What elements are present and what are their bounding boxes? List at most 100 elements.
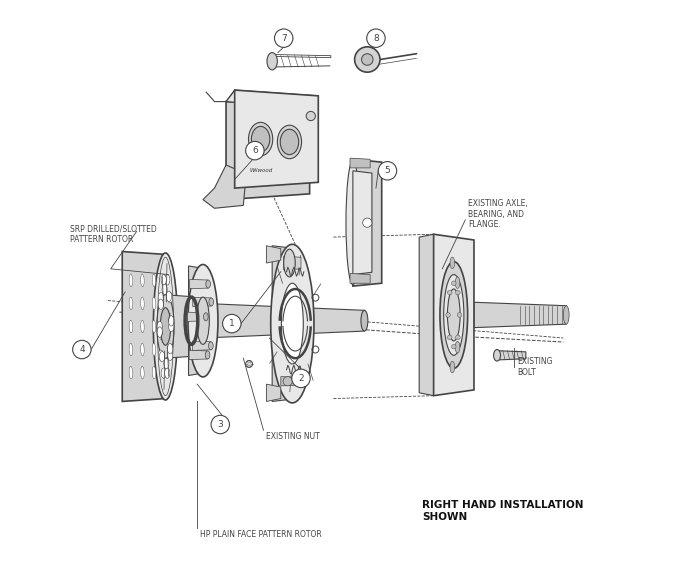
Ellipse shape (129, 366, 132, 379)
Ellipse shape (251, 127, 270, 152)
Polygon shape (272, 246, 297, 402)
Ellipse shape (129, 297, 132, 310)
Polygon shape (267, 246, 281, 263)
Ellipse shape (160, 351, 164, 362)
Ellipse shape (141, 297, 144, 310)
Polygon shape (203, 303, 365, 338)
Ellipse shape (129, 343, 132, 356)
Text: 5: 5 (384, 166, 391, 175)
Ellipse shape (277, 125, 302, 159)
Ellipse shape (161, 275, 167, 285)
Text: RIGHT HAND INSTALLATION
SHOWN: RIGHT HAND INSTALLATION SHOWN (422, 500, 584, 522)
Polygon shape (234, 90, 318, 188)
Polygon shape (350, 158, 370, 168)
Ellipse shape (188, 265, 218, 377)
Circle shape (452, 344, 456, 349)
Circle shape (306, 112, 316, 121)
Ellipse shape (153, 253, 178, 400)
Ellipse shape (361, 310, 368, 331)
Polygon shape (203, 165, 246, 208)
Ellipse shape (157, 321, 162, 332)
Text: EXISTING NUT: EXISTING NUT (267, 432, 320, 440)
Polygon shape (193, 297, 211, 306)
Ellipse shape (450, 361, 455, 373)
Circle shape (246, 142, 264, 160)
Ellipse shape (129, 320, 132, 333)
Polygon shape (474, 302, 566, 328)
Polygon shape (188, 312, 206, 321)
Ellipse shape (197, 297, 209, 344)
Ellipse shape (152, 366, 155, 379)
Circle shape (283, 377, 293, 386)
Text: EXISTING AXLE,
BEARING, AND
FLANGE.: EXISTING AXLE, BEARING, AND FLANGE. (468, 199, 528, 229)
Ellipse shape (152, 343, 155, 356)
Circle shape (274, 29, 293, 47)
Ellipse shape (246, 361, 253, 368)
Text: SRP DRILLED/SLOTTED
PATTERN ROTOR: SRP DRILLED/SLOTTED PATTERN ROTOR (70, 224, 157, 244)
Ellipse shape (494, 350, 500, 361)
Circle shape (456, 290, 460, 295)
Ellipse shape (129, 274, 132, 287)
Text: Wilwood: Wilwood (249, 168, 272, 173)
Polygon shape (419, 234, 433, 396)
Ellipse shape (164, 368, 170, 378)
Circle shape (361, 54, 373, 65)
Ellipse shape (447, 309, 452, 321)
Ellipse shape (267, 53, 277, 70)
Ellipse shape (167, 350, 173, 361)
Polygon shape (193, 341, 211, 350)
Ellipse shape (209, 298, 214, 306)
Ellipse shape (444, 275, 464, 355)
Circle shape (456, 335, 460, 340)
Ellipse shape (450, 257, 455, 269)
Text: 3: 3 (218, 420, 223, 429)
Polygon shape (267, 384, 281, 402)
Text: 7: 7 (281, 34, 286, 43)
Ellipse shape (152, 320, 155, 333)
Ellipse shape (455, 342, 460, 353)
Ellipse shape (141, 320, 144, 333)
Ellipse shape (204, 313, 208, 321)
Ellipse shape (167, 292, 173, 303)
Ellipse shape (158, 350, 163, 361)
Text: 2: 2 (298, 374, 304, 383)
Ellipse shape (169, 316, 174, 326)
Text: HP PLAIN FACE PATTERN ROTOR: HP PLAIN FACE PATTERN ROTOR (200, 529, 322, 539)
Ellipse shape (164, 358, 169, 369)
Circle shape (447, 335, 452, 340)
Ellipse shape (152, 274, 155, 287)
Polygon shape (226, 102, 309, 199)
Ellipse shape (564, 306, 569, 324)
Ellipse shape (209, 342, 214, 350)
Polygon shape (165, 295, 206, 358)
Circle shape (378, 162, 397, 180)
Ellipse shape (164, 275, 170, 285)
Text: 8: 8 (373, 34, 379, 43)
Ellipse shape (455, 277, 460, 288)
Text: 6: 6 (252, 146, 258, 155)
Ellipse shape (199, 298, 213, 355)
Ellipse shape (281, 283, 303, 364)
Circle shape (457, 313, 462, 317)
Circle shape (211, 415, 230, 434)
Polygon shape (284, 256, 301, 270)
Polygon shape (226, 90, 318, 108)
Ellipse shape (205, 351, 210, 359)
Polygon shape (353, 171, 372, 275)
Ellipse shape (169, 321, 174, 332)
Ellipse shape (158, 327, 162, 338)
Ellipse shape (158, 292, 163, 303)
Ellipse shape (141, 343, 144, 356)
Ellipse shape (141, 274, 144, 287)
Circle shape (447, 290, 452, 295)
Ellipse shape (167, 343, 173, 354)
Text: 4: 4 (79, 345, 85, 354)
Ellipse shape (440, 262, 468, 368)
Ellipse shape (158, 299, 163, 309)
Circle shape (452, 281, 456, 286)
Ellipse shape (346, 161, 360, 285)
Text: 1: 1 (229, 319, 234, 328)
Ellipse shape (157, 295, 174, 358)
Ellipse shape (161, 368, 167, 378)
Polygon shape (497, 351, 526, 360)
